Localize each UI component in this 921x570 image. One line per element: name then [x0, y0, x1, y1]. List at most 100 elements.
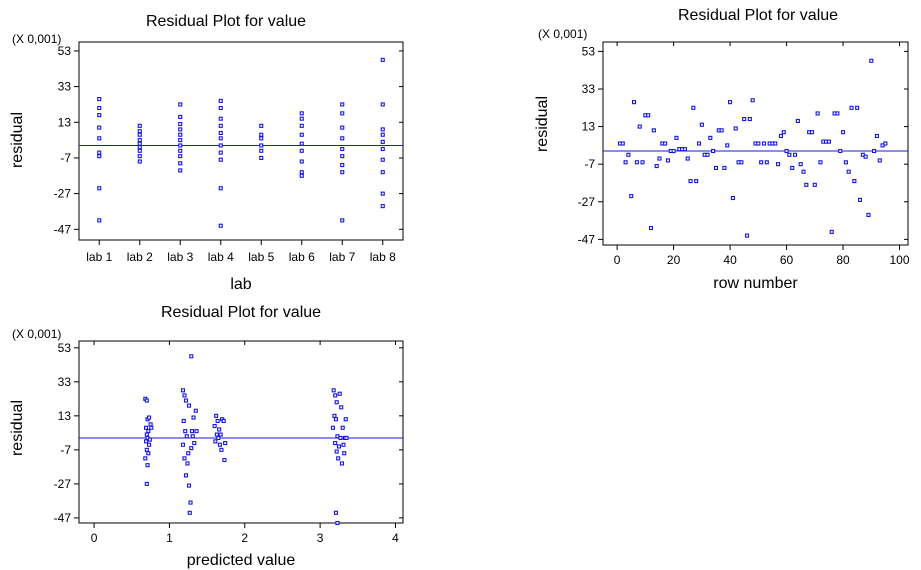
residual-point — [214, 413, 219, 418]
chart-title: Residual Plot for value — [678, 7, 838, 24]
residual-point — [708, 135, 713, 140]
y-tick-label: -27 — [54, 477, 72, 491]
residual-point — [818, 160, 823, 165]
residual-point — [750, 98, 755, 103]
x-tick-label: lab 2 — [127, 250, 153, 264]
residual-point — [178, 148, 183, 153]
residual-point — [218, 98, 223, 103]
residual-point — [339, 461, 345, 466]
residual-point — [178, 143, 183, 148]
chart-title: Residual Plot for value — [161, 304, 321, 321]
residual-point — [97, 105, 102, 111]
residual-point — [334, 400, 339, 405]
residual-point — [340, 170, 345, 175]
residual-point — [843, 160, 848, 165]
residual-point — [137, 141, 142, 146]
y-tick-label: 33 — [58, 80, 72, 94]
residual-point — [216, 435, 221, 441]
residual-point — [147, 442, 152, 447]
residual-point — [634, 160, 639, 165]
plot-frame — [78, 41, 404, 241]
residual-point — [665, 158, 671, 163]
residual-point — [829, 229, 834, 234]
residual-point — [340, 154, 345, 159]
x-tick-label: lab 6 — [289, 250, 315, 264]
y-scale-note: (X 0,001) — [12, 327, 61, 341]
residual-point — [883, 141, 888, 146]
residual-point — [299, 132, 304, 137]
residual-point — [671, 148, 676, 154]
residual-point — [219, 447, 224, 452]
residual-point — [185, 461, 190, 466]
residual-point — [218, 136, 223, 141]
residual-point — [699, 122, 704, 127]
residual-point — [801, 169, 806, 174]
x-tick-label: lab 3 — [167, 250, 193, 264]
residual-point — [632, 100, 637, 105]
residual-point — [218, 150, 223, 155]
residual-point — [787, 152, 792, 157]
residual-point — [137, 129, 142, 134]
residual-point — [330, 425, 335, 430]
x-tick-label: lab 1 — [86, 250, 112, 264]
x-tick-label: 2 — [241, 531, 248, 545]
residual-point — [97, 154, 102, 159]
residual-point — [178, 138, 183, 143]
chart-pred: Residual Plot for value(X 0,001)533313-7… — [9, 304, 404, 569]
residual-point — [144, 398, 149, 403]
residual-point — [213, 439, 218, 444]
residual-point — [180, 388, 186, 393]
y-tick-label: 13 — [58, 409, 72, 423]
residual-point — [663, 141, 668, 146]
residual-point — [336, 456, 341, 461]
residual-point — [380, 102, 385, 107]
residual-point — [761, 141, 767, 146]
residual-point — [380, 132, 385, 137]
residual-point — [852, 179, 857, 184]
residual-point — [340, 146, 345, 152]
residual-point — [872, 148, 877, 154]
y-tick-label: -7 — [60, 443, 71, 457]
residual-point — [137, 154, 142, 159]
residual-point — [742, 117, 747, 122]
residual-point — [299, 123, 304, 128]
residual-point — [764, 160, 769, 165]
y-tick-label: -7 — [584, 157, 595, 171]
residual-point — [259, 123, 264, 128]
chart-title: Residual Plot for value — [146, 13, 306, 30]
residual-point — [97, 113, 102, 118]
residual-point — [194, 429, 199, 434]
residual-point — [338, 435, 343, 441]
residual-point — [336, 444, 342, 449]
residual-point — [218, 432, 223, 437]
y-tick-label: 33 — [582, 82, 596, 96]
x-tick-label: lab 8 — [370, 250, 396, 264]
residual-point — [97, 97, 102, 102]
residual-point — [733, 126, 738, 131]
residual-point — [218, 157, 223, 162]
residual-point — [722, 165, 727, 170]
residual-point — [759, 160, 764, 165]
residual-point — [178, 122, 183, 127]
residual-point — [380, 170, 385, 175]
residual-point — [340, 111, 345, 116]
residual-point — [212, 423, 217, 429]
residual-point — [97, 218, 102, 223]
y-tick-label: 13 — [582, 120, 596, 134]
residual-point — [730, 195, 735, 201]
residual-point — [189, 354, 194, 359]
residual-point — [299, 148, 304, 153]
residual-point — [148, 422, 153, 427]
residual-point — [180, 442, 186, 447]
residual-point — [380, 127, 385, 132]
residual-point — [193, 408, 198, 413]
residual-point — [863, 154, 868, 159]
residual-point — [334, 449, 339, 454]
y-tick-label: -7 — [60, 151, 71, 165]
residual-point — [137, 148, 142, 153]
y-tick-label: 53 — [58, 44, 72, 58]
residual-point — [190, 434, 195, 439]
residual-point — [214, 432, 219, 437]
residual-point — [857, 197, 863, 202]
x-tick-label: 60 — [780, 253, 794, 267]
